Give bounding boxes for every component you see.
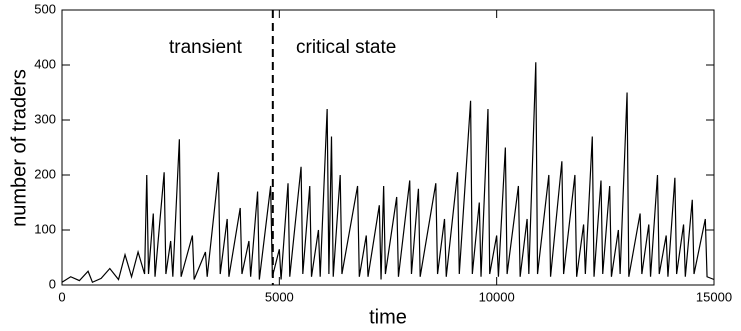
annotation: transient (169, 37, 243, 58)
y-tick-label: 100 (34, 221, 56, 236)
series-line (61, 62, 715, 284)
plot-frame (61, 9, 715, 286)
y-axis-label: number of traders (8, 69, 30, 227)
y-tick-label: 0 (49, 276, 56, 291)
y-tick-label: 500 (34, 1, 56, 16)
x-tick-label: 15000 (696, 289, 732, 304)
x-tick-label: 0 (58, 289, 65, 304)
y-tick-label: 400 (34, 56, 56, 71)
x-axis-label: time (369, 306, 407, 328)
x-tick-label: 10000 (479, 289, 515, 304)
x-tick-label: 5000 (265, 289, 294, 304)
annotation: critical state (296, 37, 396, 58)
y-tick-label: 300 (34, 111, 56, 126)
y-tick-label: 200 (34, 166, 56, 181)
